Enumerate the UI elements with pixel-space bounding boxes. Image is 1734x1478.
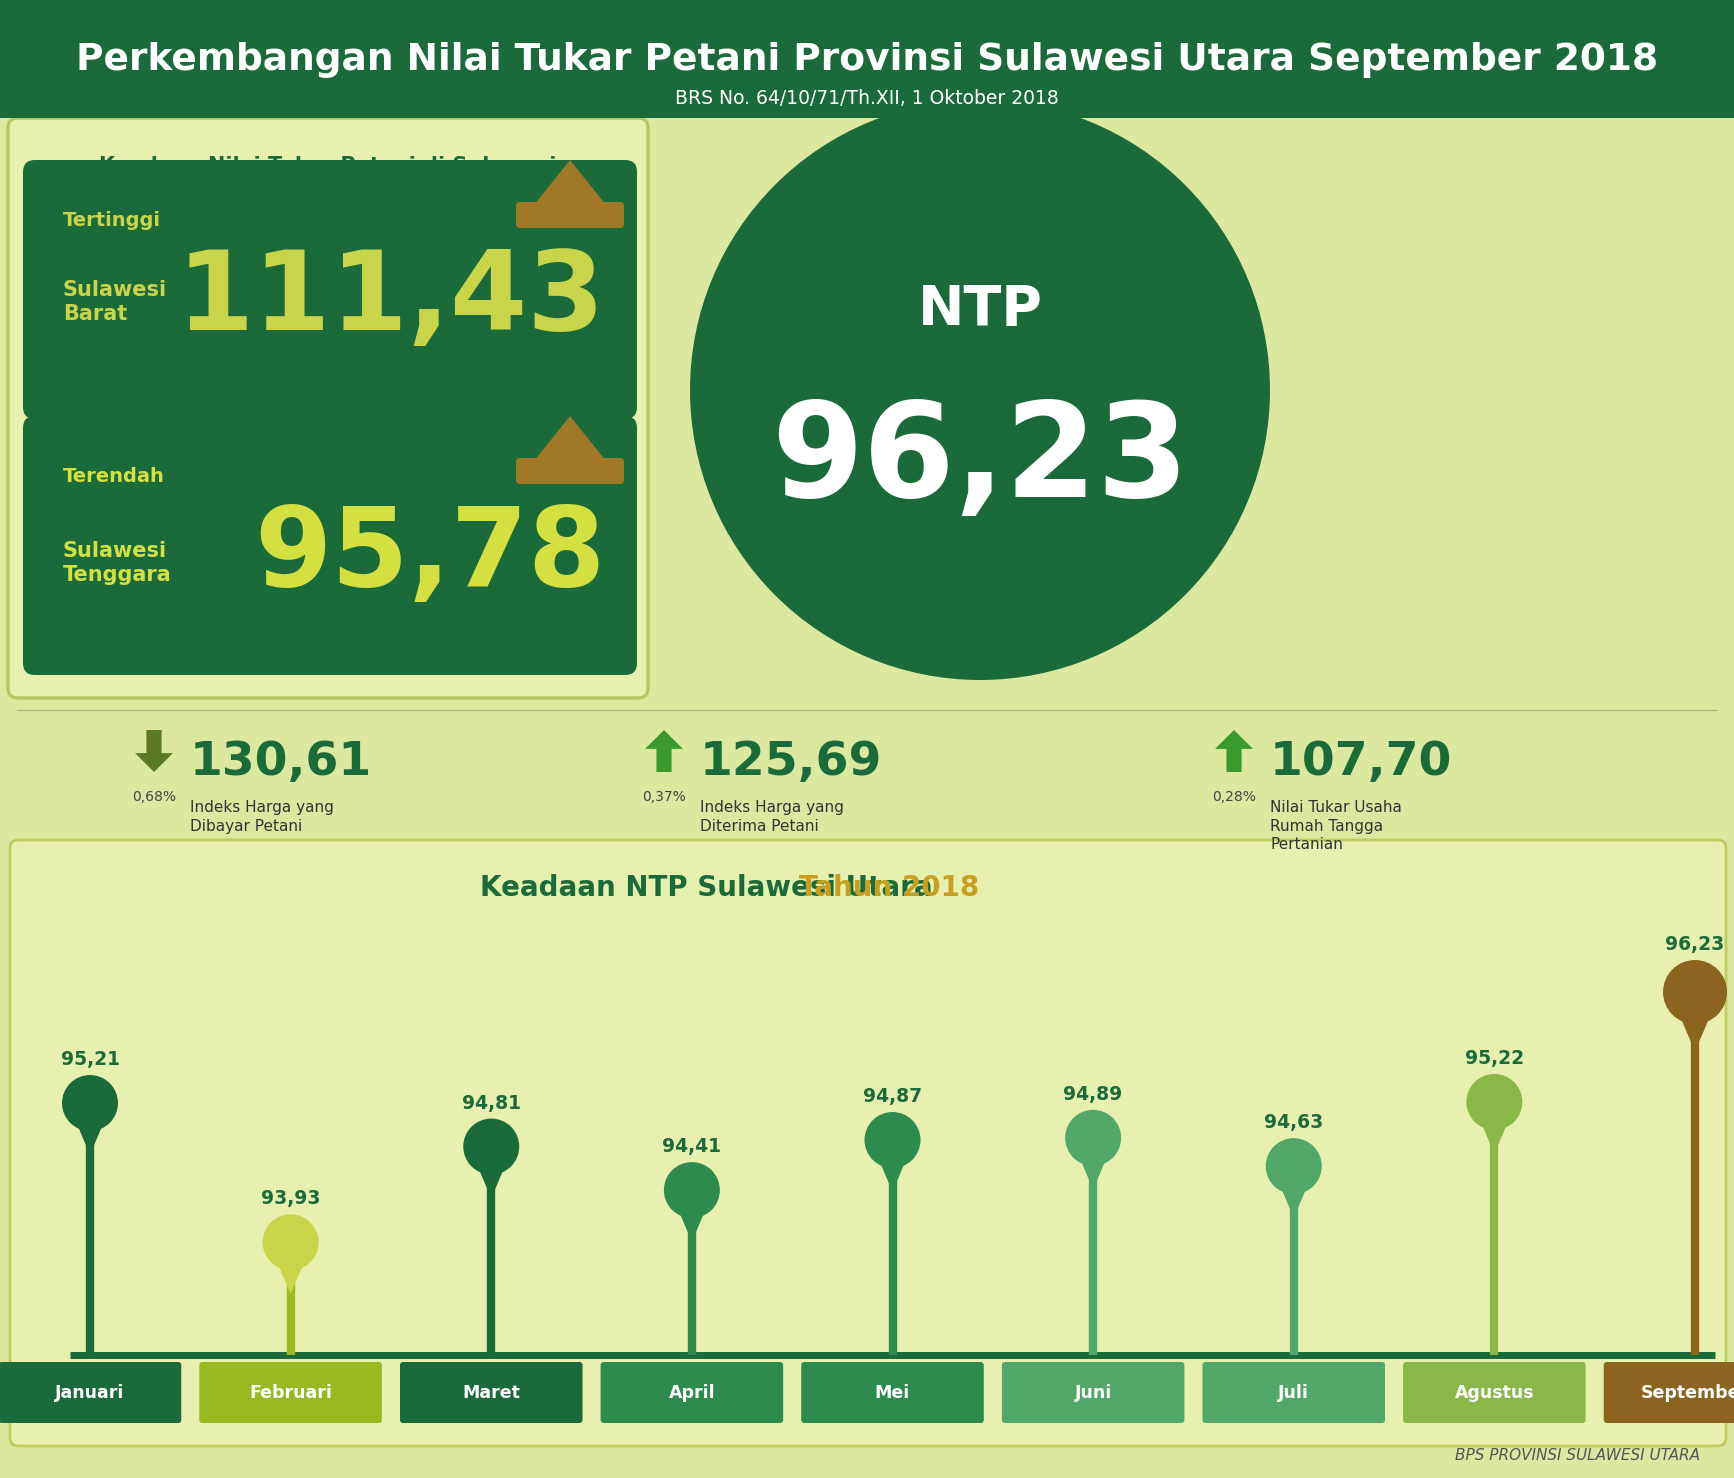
Polygon shape (1483, 1126, 1507, 1154)
Text: Indeks Harga yang
Diterima Petani: Indeks Harga yang Diterima Petani (701, 800, 844, 834)
Text: 107,70: 107,70 (1269, 739, 1453, 785)
Circle shape (1467, 1075, 1522, 1131)
Text: Keadaan NTP Sulawesi Utara: Keadaan NTP Sulawesi Utara (480, 873, 942, 902)
FancyBboxPatch shape (23, 415, 636, 675)
Polygon shape (1082, 1162, 1105, 1190)
Text: Tahun 2018: Tahun 2018 (799, 873, 980, 902)
Text: 95,22: 95,22 (1465, 1049, 1524, 1069)
Polygon shape (279, 1267, 302, 1295)
Text: 94,89: 94,89 (1063, 1085, 1122, 1104)
Text: Agustus: Agustus (1455, 1383, 1535, 1403)
Polygon shape (645, 730, 683, 772)
FancyBboxPatch shape (517, 458, 624, 483)
Text: Tertinggi: Tertinggi (62, 210, 161, 229)
Text: September: September (1640, 1383, 1734, 1403)
Text: 96,23: 96,23 (1665, 936, 1725, 953)
FancyBboxPatch shape (600, 1363, 784, 1423)
Text: Indeks Harga yang
Dibayar Petani: Indeks Harga yang Dibayar Petani (191, 800, 335, 834)
Text: Terendah: Terendah (62, 467, 165, 485)
FancyBboxPatch shape (23, 160, 636, 418)
Text: 96,23: 96,23 (772, 396, 1190, 523)
FancyBboxPatch shape (1403, 1363, 1585, 1423)
FancyBboxPatch shape (1604, 1363, 1734, 1423)
Polygon shape (1281, 1190, 1306, 1218)
Text: 0,28%: 0,28% (1212, 791, 1255, 804)
Circle shape (664, 1162, 720, 1218)
Text: Sulawesi
Tenggara: Sulawesi Tenggara (62, 541, 172, 585)
Text: BPS PROVINSI SULAWESI UTARA: BPS PROVINSI SULAWESI UTARA (1455, 1447, 1699, 1463)
FancyBboxPatch shape (517, 202, 624, 228)
Text: Nilai Tukar Usaha
Rumah Tangga
Pertanian: Nilai Tukar Usaha Rumah Tangga Pertanian (1269, 800, 1401, 853)
Text: 94,81: 94,81 (461, 1094, 520, 1113)
Text: Sulawesi
Barat: Sulawesi Barat (62, 281, 166, 324)
Text: 95,21: 95,21 (61, 1049, 120, 1069)
FancyBboxPatch shape (401, 1363, 583, 1423)
Text: Juli: Juli (1278, 1383, 1309, 1403)
Circle shape (262, 1215, 319, 1270)
Polygon shape (1216, 730, 1254, 772)
FancyBboxPatch shape (10, 840, 1725, 1445)
Text: 0,37%: 0,37% (642, 791, 687, 804)
Circle shape (1663, 961, 1727, 1024)
Polygon shape (881, 1165, 903, 1191)
Circle shape (865, 1111, 921, 1168)
Text: Februari: Februari (250, 1383, 333, 1403)
Text: 94,41: 94,41 (662, 1137, 721, 1156)
FancyBboxPatch shape (199, 1363, 381, 1423)
Polygon shape (78, 1128, 102, 1154)
Text: Juni: Juni (1075, 1383, 1111, 1403)
Text: Maret: Maret (463, 1383, 520, 1403)
Polygon shape (680, 1213, 704, 1242)
Text: Januari: Januari (55, 1383, 125, 1403)
FancyBboxPatch shape (0, 1363, 182, 1423)
Text: Perkembangan Nilai Tukar Petani Provinsi Sulawesi Utara September 2018: Perkembangan Nilai Tukar Petani Provinsi… (76, 41, 1658, 78)
Polygon shape (480, 1171, 503, 1199)
Text: 111,43: 111,43 (177, 245, 605, 353)
Polygon shape (135, 730, 173, 772)
Text: 94,63: 94,63 (1264, 1113, 1323, 1132)
Text: NTP: NTP (917, 282, 1042, 337)
Text: April: April (669, 1383, 714, 1403)
Text: BRS No. 64/10/71/Th.XII, 1 Oktober 2018: BRS No. 64/10/71/Th.XII, 1 Oktober 2018 (675, 89, 1059, 108)
Text: 95,78: 95,78 (253, 503, 605, 609)
Text: 93,93: 93,93 (260, 1190, 321, 1209)
Polygon shape (531, 160, 610, 210)
Text: Keadaan Nilai Tukar Petani di Sulawesi: Keadaan Nilai Tukar Petani di Sulawesi (99, 157, 557, 176)
Circle shape (1266, 1138, 1321, 1194)
FancyBboxPatch shape (0, 0, 1734, 118)
Circle shape (463, 1119, 518, 1175)
Text: 94,87: 94,87 (864, 1086, 922, 1106)
FancyBboxPatch shape (801, 1363, 983, 1423)
Circle shape (1065, 1110, 1122, 1166)
Text: Mei: Mei (876, 1383, 910, 1403)
FancyBboxPatch shape (1002, 1363, 1184, 1423)
Text: 125,69: 125,69 (701, 739, 883, 785)
Circle shape (690, 101, 1269, 680)
Polygon shape (531, 415, 610, 466)
FancyBboxPatch shape (1202, 1363, 1385, 1423)
Text: 0,68%: 0,68% (132, 791, 175, 804)
Polygon shape (1682, 1020, 1708, 1051)
FancyBboxPatch shape (9, 118, 649, 698)
Circle shape (62, 1075, 118, 1131)
Text: 130,61: 130,61 (191, 739, 373, 785)
